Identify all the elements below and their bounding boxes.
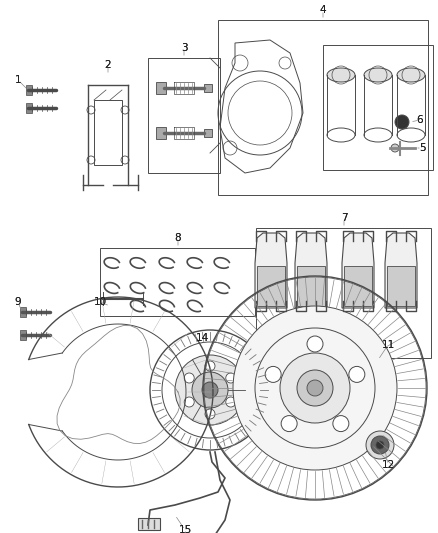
- Text: 2: 2: [105, 60, 111, 70]
- Text: 1: 1: [15, 75, 21, 85]
- Text: 9: 9: [15, 297, 21, 307]
- Ellipse shape: [364, 68, 392, 82]
- Text: 11: 11: [381, 340, 395, 350]
- Circle shape: [226, 373, 236, 383]
- Circle shape: [184, 397, 194, 407]
- Polygon shape: [295, 233, 327, 308]
- Bar: [323, 45, 433, 170]
- Bar: [387, 266, 415, 306]
- Text: 14: 14: [195, 333, 208, 343]
- Circle shape: [395, 115, 409, 129]
- Text: 10: 10: [93, 297, 106, 307]
- Bar: [218, 20, 428, 195]
- Text: 10: 10: [93, 297, 106, 307]
- Circle shape: [205, 409, 215, 419]
- Bar: [94, 100, 122, 165]
- Bar: [344, 266, 372, 306]
- Text: 1: 1: [15, 75, 21, 85]
- Ellipse shape: [397, 68, 425, 82]
- Circle shape: [202, 382, 218, 398]
- Bar: [100, 248, 255, 316]
- Text: 7: 7: [341, 213, 347, 223]
- Circle shape: [391, 144, 399, 152]
- Circle shape: [184, 373, 194, 383]
- Text: 12: 12: [381, 460, 395, 470]
- Circle shape: [371, 436, 389, 454]
- Circle shape: [349, 366, 365, 382]
- Circle shape: [205, 361, 215, 371]
- Circle shape: [280, 353, 350, 423]
- Text: 4: 4: [320, 5, 326, 15]
- Circle shape: [192, 372, 228, 408]
- Polygon shape: [20, 307, 26, 317]
- Polygon shape: [385, 233, 417, 308]
- Bar: [256, 228, 431, 358]
- Text: 11: 11: [381, 340, 395, 350]
- Circle shape: [297, 370, 333, 406]
- Text: 7: 7: [341, 213, 347, 223]
- Bar: [257, 266, 285, 306]
- Text: 2: 2: [105, 60, 111, 70]
- Text: 8: 8: [175, 233, 181, 243]
- Polygon shape: [204, 84, 212, 92]
- Text: 12: 12: [381, 460, 395, 470]
- Text: 9: 9: [15, 297, 21, 307]
- Circle shape: [333, 416, 349, 432]
- Polygon shape: [20, 330, 26, 340]
- Polygon shape: [26, 85, 32, 95]
- Polygon shape: [156, 127, 166, 139]
- Text: 8: 8: [175, 233, 181, 243]
- Bar: [138, 518, 160, 530]
- Circle shape: [376, 441, 384, 449]
- Polygon shape: [156, 82, 166, 94]
- Circle shape: [233, 306, 397, 470]
- Bar: [148, 58, 220, 173]
- Polygon shape: [204, 129, 212, 137]
- Text: 3: 3: [181, 43, 187, 53]
- Circle shape: [366, 431, 394, 459]
- Text: 6: 6: [417, 115, 423, 125]
- Text: 4: 4: [320, 5, 326, 15]
- Text: 14: 14: [195, 333, 208, 343]
- Ellipse shape: [327, 68, 355, 82]
- Polygon shape: [255, 233, 287, 308]
- Text: 3: 3: [181, 43, 187, 53]
- Circle shape: [307, 336, 323, 352]
- Circle shape: [281, 416, 297, 432]
- Bar: [297, 266, 325, 306]
- Text: 15: 15: [178, 525, 192, 533]
- Polygon shape: [342, 233, 374, 308]
- Circle shape: [265, 366, 281, 382]
- Text: 15: 15: [178, 525, 192, 533]
- Polygon shape: [26, 103, 32, 113]
- Text: 5: 5: [419, 143, 425, 153]
- Circle shape: [175, 355, 245, 425]
- Circle shape: [226, 397, 236, 407]
- Text: 5: 5: [419, 143, 425, 153]
- Circle shape: [307, 380, 323, 396]
- Text: 6: 6: [417, 115, 423, 125]
